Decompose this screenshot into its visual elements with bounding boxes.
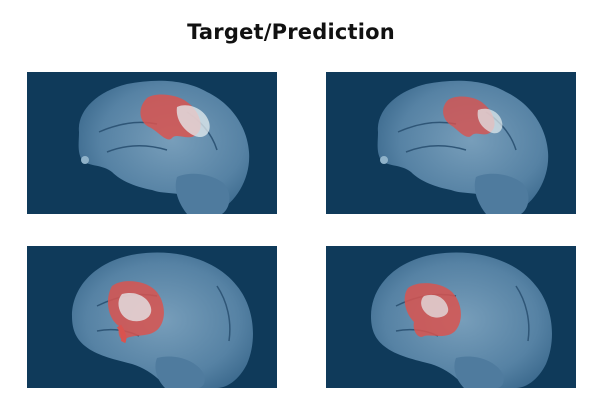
brain-scan-image xyxy=(326,72,576,214)
prediction-panel-bottom xyxy=(326,246,576,388)
brain-scan-image xyxy=(326,246,576,388)
figure-title: Target/Prediction xyxy=(187,20,395,44)
target-panel-bottom xyxy=(27,246,277,388)
brain-scan-image xyxy=(27,246,277,388)
prediction-panel-top xyxy=(326,72,576,214)
brain-scan-image xyxy=(27,72,277,214)
target-panel-top xyxy=(27,72,277,214)
